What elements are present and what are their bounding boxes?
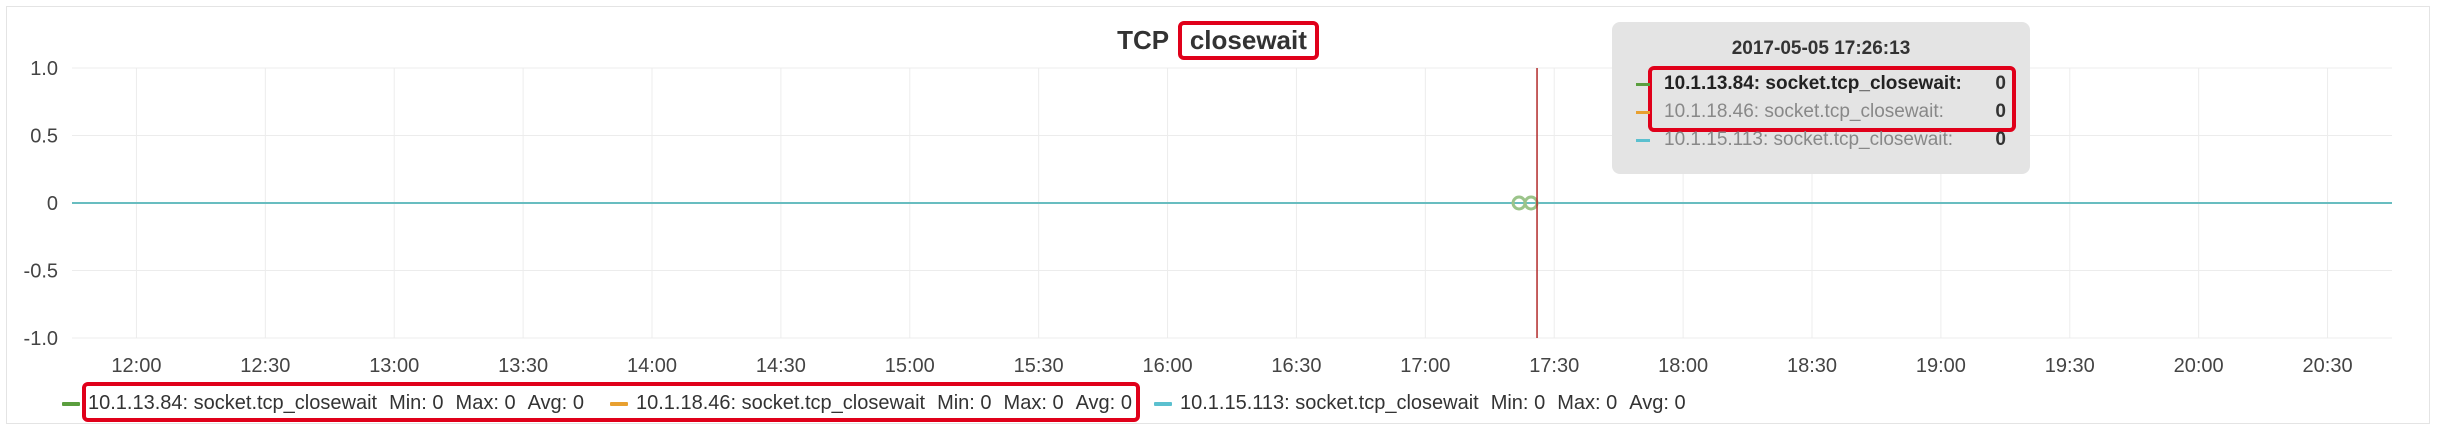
- tooltip-time: 2017-05-05 17:26:13: [1731, 38, 1911, 59]
- x-tick-label: 12:30: [240, 355, 290, 377]
- x-tick-label: 19:30: [2045, 355, 2095, 377]
- tooltip-highlight-box: [1648, 66, 2016, 132]
- legend-avg-label: Avg:: [527, 392, 568, 414]
- legend-series-name: 10.1.15.113: socket.tcp_closewait: [1180, 392, 1479, 414]
- x-tick-label: 17:30: [1529, 355, 1579, 377]
- panel-title-prefix: TCP: [1117, 25, 1169, 55]
- y-tick-label: 1.0: [30, 58, 58, 80]
- legend-item-series-1[interactable]: 10.1.13.84: socket.tcp_closewait Min: 0 Ma…: [62, 390, 584, 416]
- x-tick-label: 12:00: [111, 355, 161, 377]
- legend-max-value: 0: [504, 392, 516, 414]
- tooltip-row-value: 0: [1995, 129, 2006, 150]
- x-axis-ticks: 12:00 12:30 13:00 13:30 14:00 14:30 15:00 15:30…: [111, 355, 2352, 377]
- legend-max-label: Max:: [1003, 392, 1047, 414]
- x-tick-label: 17:00: [1400, 355, 1450, 377]
- legend-min-value: 0: [1534, 392, 1546, 414]
- legend-max-value: 0: [1052, 392, 1064, 414]
- chart-series: [72, 195, 2392, 211]
- x-tick-label: 18:00: [1658, 355, 1708, 377]
- x-tick-label: 18:30: [1787, 355, 1837, 377]
- tooltip-row-label: 10.1.18.46: socket.tcp_closewait:: [1664, 101, 1944, 122]
- x-tick-label: 16:30: [1271, 355, 1321, 377]
- y-tick-label: -0.5: [24, 261, 58, 283]
- x-tick-label: 16:00: [1143, 355, 1193, 377]
- legend-min-value: 0: [980, 392, 992, 414]
- hover-tooltip: 2017-05-05 17:26:13 10.1.13.84: socket.t…: [1612, 22, 2030, 174]
- y-tick-label: 0: [47, 193, 58, 215]
- legend-item-series-2[interactable]: 10.1.18.46: socket.tcp_closewait Min: 0 Ma…: [610, 390, 1132, 416]
- legend-max-label: Max:: [1557, 392, 1601, 414]
- legend-avg-value: 0: [572, 392, 584, 414]
- x-tick-label: 19:00: [1916, 355, 1966, 377]
- x-tick-label: 15:30: [1014, 355, 1064, 377]
- legend-avg-value: 0: [1120, 392, 1132, 414]
- tooltip-row-label: 10.1.13.84: socket.tcp_closewait:: [1664, 73, 1962, 94]
- tooltip-row-value: 0: [1995, 73, 2006, 94]
- legend-series-name: 10.1.18.46: socket.tcp_closewait: [636, 392, 926, 414]
- x-tick-label: 13:00: [369, 355, 419, 377]
- tooltip-row-label: 10.1.15.113: socket.tcp_closewait:: [1664, 129, 1954, 150]
- legend-avg-label: Avg:: [1629, 392, 1669, 414]
- y-tick-label: -1.0: [24, 328, 58, 350]
- x-tick-label: 14:00: [627, 355, 677, 377]
- y-tick-label: 0.5: [30, 126, 58, 148]
- tooltip-row-value: 0: [1995, 101, 2006, 122]
- legend-min-label: Min:: [1490, 392, 1529, 414]
- legend-min-label: Min:: [389, 392, 427, 414]
- panel-title-highlight: closewait: [1177, 21, 1319, 60]
- series-swatch-cyan: [1154, 401, 1172, 406]
- series-swatch-orange: [610, 401, 628, 406]
- x-tick-label: 20:30: [2303, 355, 2353, 377]
- x-tick-label: 13:30: [498, 355, 548, 377]
- tooltip-row: 10.1.18.46: socket.tcp_closewait: 0: [1636, 98, 2036, 126]
- panel-title[interactable]: TCP closewait: [7, 21, 2429, 60]
- legend-min-label: Min:: [937, 392, 975, 414]
- legend-series-name: 10.1.13.84: socket.tcp_closewait: [88, 392, 378, 414]
- tooltip-row: 10.1.13.84: socket.tcp_closewait: 0: [1636, 70, 2036, 98]
- x-tick-label: 14:30: [756, 355, 806, 377]
- series-swatch-orange: [1636, 111, 1650, 114]
- legend-avg-label: Avg:: [1075, 392, 1116, 414]
- legend-max-label: Max:: [455, 392, 499, 414]
- y-axis-ticks: 1.0 0.5 0 -0.5 -1.0: [24, 58, 58, 350]
- series-swatch-green: [1636, 83, 1650, 86]
- legend-highlight-box: [82, 382, 1140, 422]
- series-swatch-cyan: [1636, 139, 1650, 142]
- x-tick-label: 15:00: [885, 355, 935, 377]
- legend-max-value: 0: [1606, 392, 1618, 414]
- legend-min-value: 0: [432, 392, 444, 414]
- series-swatch-green: [62, 401, 80, 406]
- x-tick-label: 20:00: [2174, 355, 2224, 377]
- tooltip-row: 10.1.15.113: socket.tcp_closewait: 0: [1636, 126, 2036, 154]
- legend-avg-value: 0: [1674, 392, 1686, 414]
- chart-legend: 10.1.13.84: socket.tcp_closewait Min: 0 Ma…: [60, 382, 2360, 426]
